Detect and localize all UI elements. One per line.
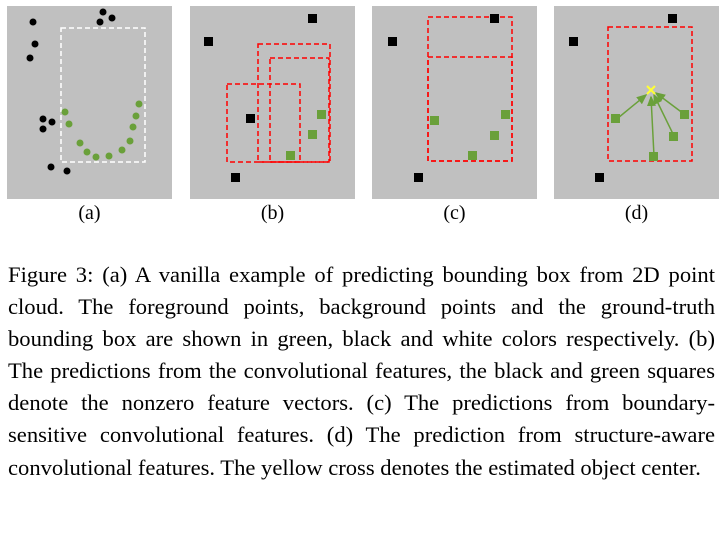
center-vote-arrows	[617, 92, 685, 157]
background-points	[26, 8, 116, 175]
background-feature-squares	[204, 14, 317, 182]
panel-a	[7, 6, 172, 199]
panel-d	[554, 6, 719, 199]
panel-d-label: (d)	[624, 202, 649, 224]
prediction-boxes	[226, 43, 331, 163]
prediction-boxes	[427, 16, 513, 162]
panel-c-label: (c)	[443, 202, 466, 224]
panel-a-plot	[26, 8, 146, 175]
prediction-box	[607, 26, 693, 162]
panel-a-label: (a)	[78, 202, 101, 224]
panel-c-plot	[388, 14, 513, 182]
background-feature-squares	[388, 14, 499, 182]
estimated-center-cross	[646, 85, 656, 95]
foreground-feature-squares	[430, 110, 510, 160]
panel-b-label: (b)	[260, 202, 285, 224]
figure-caption: Figure 3: (a) A vanilla example of predi…	[8, 262, 715, 480]
foreground-feature-squares	[286, 110, 326, 160]
foreground-feature-squares	[611, 110, 689, 161]
panel-b-plot	[204, 14, 331, 182]
panel-b	[190, 6, 355, 199]
background-feature-squares	[569, 14, 677, 182]
panel-d-plot	[569, 14, 693, 182]
panel-c	[372, 6, 537, 199]
foreground-points	[61, 100, 143, 161]
ground-truth-box	[60, 27, 146, 163]
